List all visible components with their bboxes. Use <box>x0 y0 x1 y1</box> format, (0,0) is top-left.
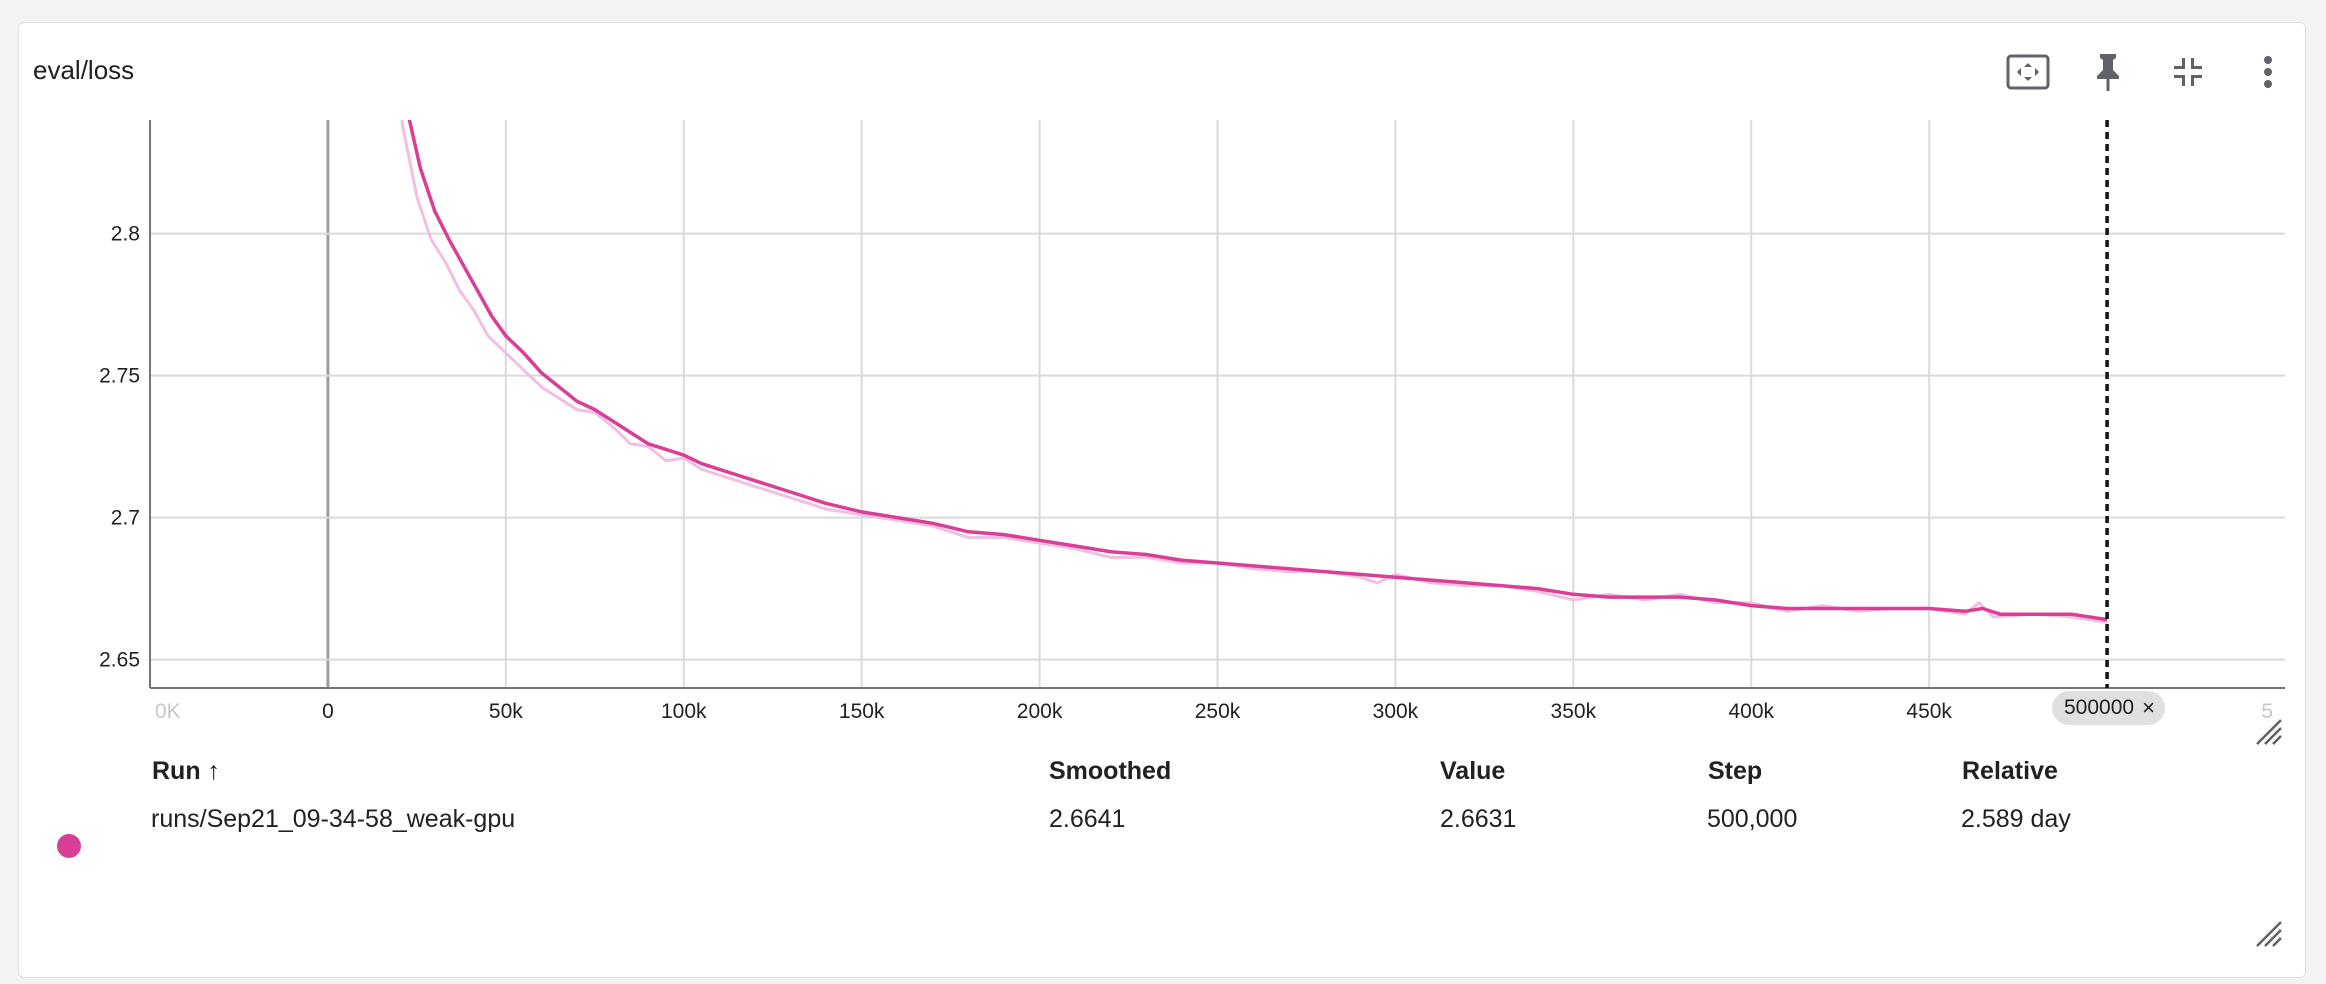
x-tick-label: 300k <box>1373 700 1419 723</box>
close-icon[interactable]: × <box>2142 695 2155 720</box>
resize-handle-icon[interactable] <box>2255 718 2283 746</box>
cell-value: 2.6631 <box>1440 805 1517 833</box>
chart-title: eval/loss <box>33 55 135 85</box>
x-tick-label: 250k <box>1195 700 1241 723</box>
y-tick-label: 2.75 <box>99 365 140 388</box>
cell-smoothed: 2.6641 <box>1049 805 1126 833</box>
raw-series-line <box>400 120 2108 624</box>
x-tick-label: 50k <box>489 700 523 723</box>
more-vert-icon[interactable] <box>2244 48 2292 96</box>
cell-run: runs/Sep21_09-34-58_weak-gpu <box>151 805 516 833</box>
x-tick-label: 0 <box>322 700 334 723</box>
x-tick-label: 200k <box>1017 700 1063 723</box>
step-cursor-label: 500000 <box>2064 696 2135 719</box>
run-color-swatch <box>57 834 81 858</box>
cell-step: 500,000 <box>1707 805 1798 833</box>
x-tick-label: 450k <box>1906 700 1952 723</box>
header-step: Step <box>1708 757 1763 785</box>
header-run[interactable]: Run ↑ <box>152 757 221 785</box>
smoothed-series-line <box>407 120 2108 622</box>
x-tick-label: 100k <box>661 700 707 723</box>
pin-icon[interactable] <box>2084 48 2132 96</box>
resize-handle-icon[interactable] <box>2255 920 2283 948</box>
fit-domain-icon[interactable] <box>2004 48 2052 96</box>
header-smoothed: Smoothed <box>1049 757 1172 785</box>
x-tick-label: 5 <box>2261 700 2273 723</box>
chart-card <box>18 22 2306 978</box>
y-tick-label: 2.7 <box>111 507 140 530</box>
x-tick-label: 150k <box>839 700 885 723</box>
cell-relative: 2.589 day <box>1961 805 2071 833</box>
x-tick-label: 400k <box>1728 700 1774 723</box>
x-tick-label: 0K <box>155 700 181 723</box>
step-cursor-chip[interactable]: 500000 × <box>2052 691 2165 725</box>
x-tick-label: 350k <box>1551 700 1597 723</box>
y-tick-label: 2.65 <box>99 649 140 672</box>
header-relative: Relative <box>1962 757 2058 785</box>
header-value: Value <box>1440 757 1506 785</box>
y-tick-label: 2.8 <box>111 223 140 246</box>
